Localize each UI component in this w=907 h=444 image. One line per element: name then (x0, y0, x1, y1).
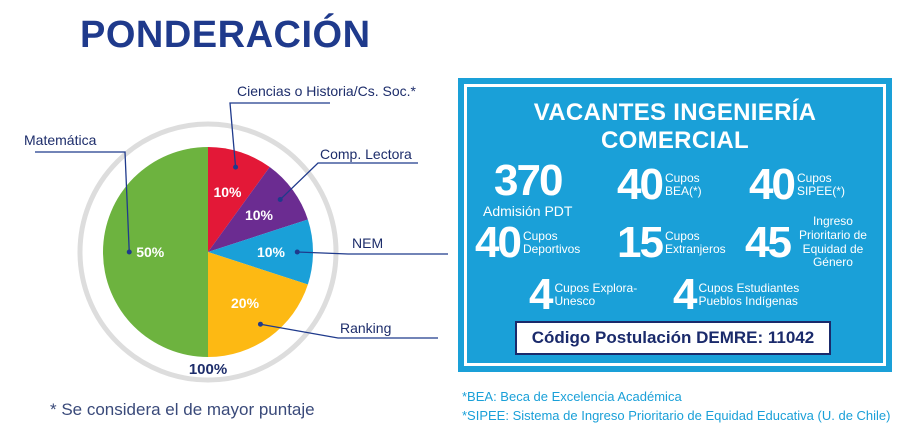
stat-extranjeros: 15 Cupos Extranjeros (617, 221, 737, 265)
vacantes-title: VACANTES INGENIERÍA COMERCIAL (533, 99, 817, 154)
stat-bea-label: Cupos BEA(*) (664, 170, 702, 198)
stat-deportivos: 40 Cupos Deportivos (475, 221, 593, 265)
stat-bea: 40 Cupos BEA(*) (617, 163, 713, 207)
stat-deportivos-number: 40 (475, 218, 522, 267)
pie-slice-value-1: 50% (136, 244, 165, 260)
stat-sipee-number: 40 (749, 160, 796, 209)
pie-category-label-3: Comp. Lectora (320, 146, 412, 162)
stat-explora-number: 4 (529, 270, 554, 319)
pie-outer-ring (77, 121, 339, 383)
stat-admision-number: 370 (494, 156, 563, 205)
codigo-postulacion: Código Postulación DEMRE: 11042 (515, 321, 831, 355)
stat-deportivos-label: Cupos Deportivos (522, 228, 581, 256)
stat-explora: 4 Cupos Explora-Unesco (529, 273, 654, 317)
pie-leader-line-5 (260, 323, 438, 339)
vacantes-panel: VACANTES INGENIERÍA COMERCIAL 370 Admisi… (458, 78, 892, 372)
stat-equidad-label: Ingreso Prioritario de Equidad de Género (798, 214, 867, 270)
stat-pueblos-number: 4 (673, 270, 698, 319)
pie-leader-line-1 (35, 151, 130, 253)
pie-leader-dot-3 (277, 197, 283, 203)
pie-slice-value-3: 10% (245, 207, 274, 223)
stat-admision: 370 Admisión PDT (483, 159, 572, 219)
pie-slice-value-2: 10% (213, 184, 242, 200)
pie-slice-1 (103, 147, 208, 357)
pie-total-label: 100% (189, 361, 227, 378)
stat-pueblos-label: Cupos Estudiantes Pueblos Indígenas (698, 280, 800, 308)
pie-leader-dot-1 (126, 249, 132, 255)
stat-pueblos: 4 Cupos Estudiantes Pueblos Indígenas (673, 273, 822, 317)
stat-sipee: 40 Cupos SIPEE(*) (749, 163, 851, 207)
pie-slice-2 (208, 147, 270, 252)
pie-leader-dot-2 (233, 164, 239, 170)
stat-admision-label: Admisión PDT (483, 203, 573, 219)
stat-extranjeros-label: Cupos Extranjeros (664, 228, 726, 256)
stat-equidad: 45 Ingreso Prioritario de Equidad de Gén… (745, 214, 872, 270)
stat-equidad-number: 45 (745, 217, 792, 267)
pie-category-label-2: Ciencias o Historia/Cs. Soc.* (237, 83, 417, 99)
stat-extranjeros-number: 15 (617, 218, 664, 267)
stat-sipee-label: Cupos SIPEE(*) (796, 170, 845, 198)
stat-explora-label: Cupos Explora-Unesco (554, 280, 638, 308)
notes: *BEA: Beca de Excelencia Académica *SIPE… (462, 388, 891, 426)
pie-leader-line-3 (279, 162, 418, 201)
pie-leader-dot-4 (294, 249, 300, 255)
note-bea: *BEA: Beca de Excelencia Académica (462, 389, 682, 404)
pie-slice-3 (208, 167, 308, 252)
page-title: PONDERACIÓN (80, 14, 371, 56)
pie-category-label-5: Ranking (340, 320, 391, 336)
pie-slice-value-4: 10% (257, 244, 286, 260)
stat-bea-number: 40 (617, 160, 664, 209)
footnote: * Se considera el de mayor puntaje (50, 400, 315, 419)
pie-category-label-4: NEM (352, 235, 383, 251)
note-sipee: *SIPEE: Sistema de Ingreso Prioritario d… (462, 407, 891, 423)
pie-slice-4 (208, 219, 313, 285)
pie-slice-5 (208, 252, 308, 357)
pie-leader-line-4 (297, 251, 448, 255)
pie-category-label-1: Matemática (24, 132, 97, 148)
pie-leader-dot-5 (257, 321, 263, 327)
pie-leader-line-2 (229, 102, 330, 168)
pie-slice-value-5: 20% (231, 295, 260, 311)
